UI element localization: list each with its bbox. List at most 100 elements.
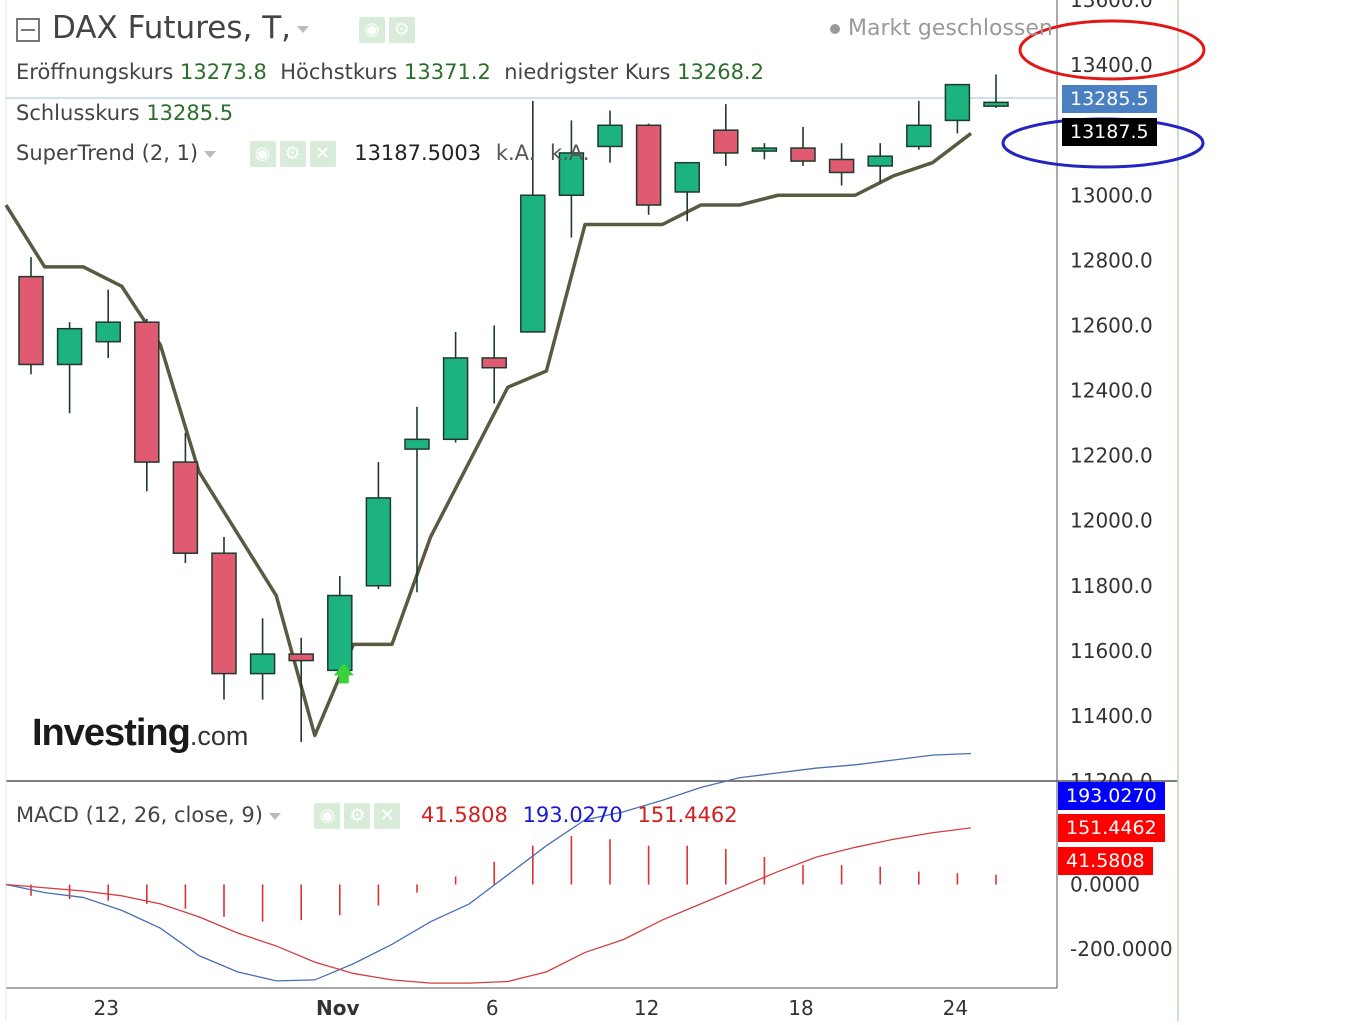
open-label: Eröffnungskurs: [16, 60, 174, 84]
candle-18: [713, 104, 739, 166]
candle-3: [134, 318, 160, 492]
chevron-down-icon[interactable]: [204, 150, 217, 158]
candle-9: [365, 462, 392, 590]
instrument-title: DAX Futures, T,: [52, 10, 291, 46]
collapse-icon[interactable]: [16, 17, 40, 42]
price-tick-label-10: 11400.0: [1070, 704, 1153, 728]
price-tick-label-7: 12000.0: [1070, 509, 1153, 533]
candle-23: [906, 100, 932, 150]
candle-body-0: [18, 275, 44, 366]
candle-body-5: [211, 552, 237, 675]
histogram-tag: 41.5808: [1058, 847, 1153, 875]
candle-body-11: [442, 357, 469, 441]
highlight-ellipse-red: [1018, 19, 1206, 81]
candle-body-1: [56, 327, 83, 366]
buy-signal-arrow: [333, 663, 354, 684]
candle-4: [172, 432, 199, 563]
candle-body-13: [520, 194, 546, 333]
candle-body-17: [674, 161, 700, 193]
candle-8: [327, 575, 353, 684]
candle-12: [481, 325, 507, 404]
close-label: Schlusskurs: [16, 101, 140, 125]
low-label: niedrigster Kurs: [504, 60, 671, 84]
time-tick-label-3: 12: [634, 996, 659, 1020]
price-tick-label-5: 12400.0: [1070, 379, 1153, 403]
high-label: Höchstkurs: [280, 60, 398, 84]
price-tick-label-0: 13600.0: [1070, 0, 1153, 12]
gear-icon[interactable]: ⚙: [388, 16, 415, 43]
candle-1: [56, 322, 83, 414]
supertrend-label: SuperTrend (2, 1): [16, 141, 199, 165]
close-icon[interactable]: ✕: [374, 803, 401, 829]
candle-24: [944, 83, 971, 134]
eye-icon[interactable]: ◉: [249, 141, 276, 167]
candle-body-23: [906, 124, 932, 148]
status-dot-icon: [830, 24, 840, 34]
candle-body-8: [327, 594, 353, 672]
close-icon[interactable]: ✕: [309, 141, 336, 167]
candle-body-3: [134, 321, 160, 463]
logo-brand: Investing: [32, 712, 191, 754]
time-tick-label-2: 6: [486, 996, 499, 1020]
price-tick-label-3: 12800.0: [1070, 248, 1153, 272]
macd-tick-label-0: 0.0000: [1070, 873, 1140, 897]
supertrend-price-tag: 13187.5: [1062, 118, 1157, 146]
candle-13: [520, 100, 546, 333]
eye-icon[interactable]: ◉: [358, 16, 385, 43]
candle-body-4: [172, 461, 199, 554]
candle-body-7: [288, 653, 314, 662]
market-status: Markt geschlossen: [830, 16, 1053, 41]
price-tick-label-1: 13400.0: [1070, 53, 1153, 77]
candle-14: [558, 120, 585, 238]
price-tick-label-2: 13000.0: [1070, 183, 1153, 207]
chevron-down-icon[interactable]: [268, 812, 281, 820]
time-tick-label-4: 18: [788, 996, 813, 1020]
candle-body-10: [404, 438, 430, 450]
macd-label: MACD (12, 26, close, 9): [16, 803, 263, 827]
supertrend-row: SuperTrend (2, 1) ◉ ⚙ ✕ 13187.5003 k.A. k.…: [16, 141, 590, 167]
signal-line: [5, 827, 972, 984]
candle-body-14: [558, 152, 585, 196]
macd-line-value: 193.0270: [522, 803, 623, 827]
supertrend-na-1: k.A.: [495, 141, 536, 165]
eye-icon[interactable]: ◉: [314, 803, 341, 829]
close-row: Schlusskurs 13285.5: [16, 101, 233, 125]
candle-0: [18, 257, 44, 375]
candle-22: [867, 143, 893, 183]
close-value: 13285.5: [146, 101, 234, 125]
signal-line-tag: 151.4462: [1058, 814, 1165, 842]
gear-icon[interactable]: ⚙: [344, 803, 371, 829]
price-tick-label-6: 12200.0: [1070, 444, 1153, 468]
time-tick-label-1: Nov: [316, 996, 360, 1020]
candle-body-25: [983, 101, 1009, 107]
candle-body-24: [944, 83, 971, 122]
candle-10: [404, 406, 430, 593]
candle-body-12: [481, 357, 507, 369]
candle-7: [288, 637, 314, 742]
logo-suffix: .com: [189, 721, 249, 751]
candle-2: [95, 289, 121, 358]
candle-21: [828, 143, 855, 186]
candle-body-9: [365, 497, 392, 587]
time-tick-label-5: 24: [943, 996, 968, 1020]
gear-icon[interactable]: ⚙: [279, 141, 306, 167]
candle-19: [751, 143, 778, 160]
candle-body-18: [713, 129, 739, 154]
chevron-down-icon[interactable]: [297, 26, 309, 33]
candle-6: [249, 618, 276, 700]
supertrend-line: [4, 132, 973, 738]
macd-line: [5, 752, 972, 982]
candle-body-2: [95, 321, 121, 343]
candle-body-15: [597, 124, 623, 148]
candle-15: [597, 110, 623, 163]
candle-body-19: [751, 147, 778, 152]
candle-body-20: [790, 147, 816, 162]
candle-body-22: [867, 155, 893, 167]
candle-25: [983, 74, 1009, 108]
candle-20: [790, 126, 816, 166]
price-tick-label-9: 11600.0: [1070, 639, 1153, 663]
candle-body-6: [249, 653, 276, 675]
price-tick-label-8: 11800.0: [1070, 574, 1153, 598]
title-row: DAX Futures, T, ◉ ⚙: [16, 10, 419, 46]
